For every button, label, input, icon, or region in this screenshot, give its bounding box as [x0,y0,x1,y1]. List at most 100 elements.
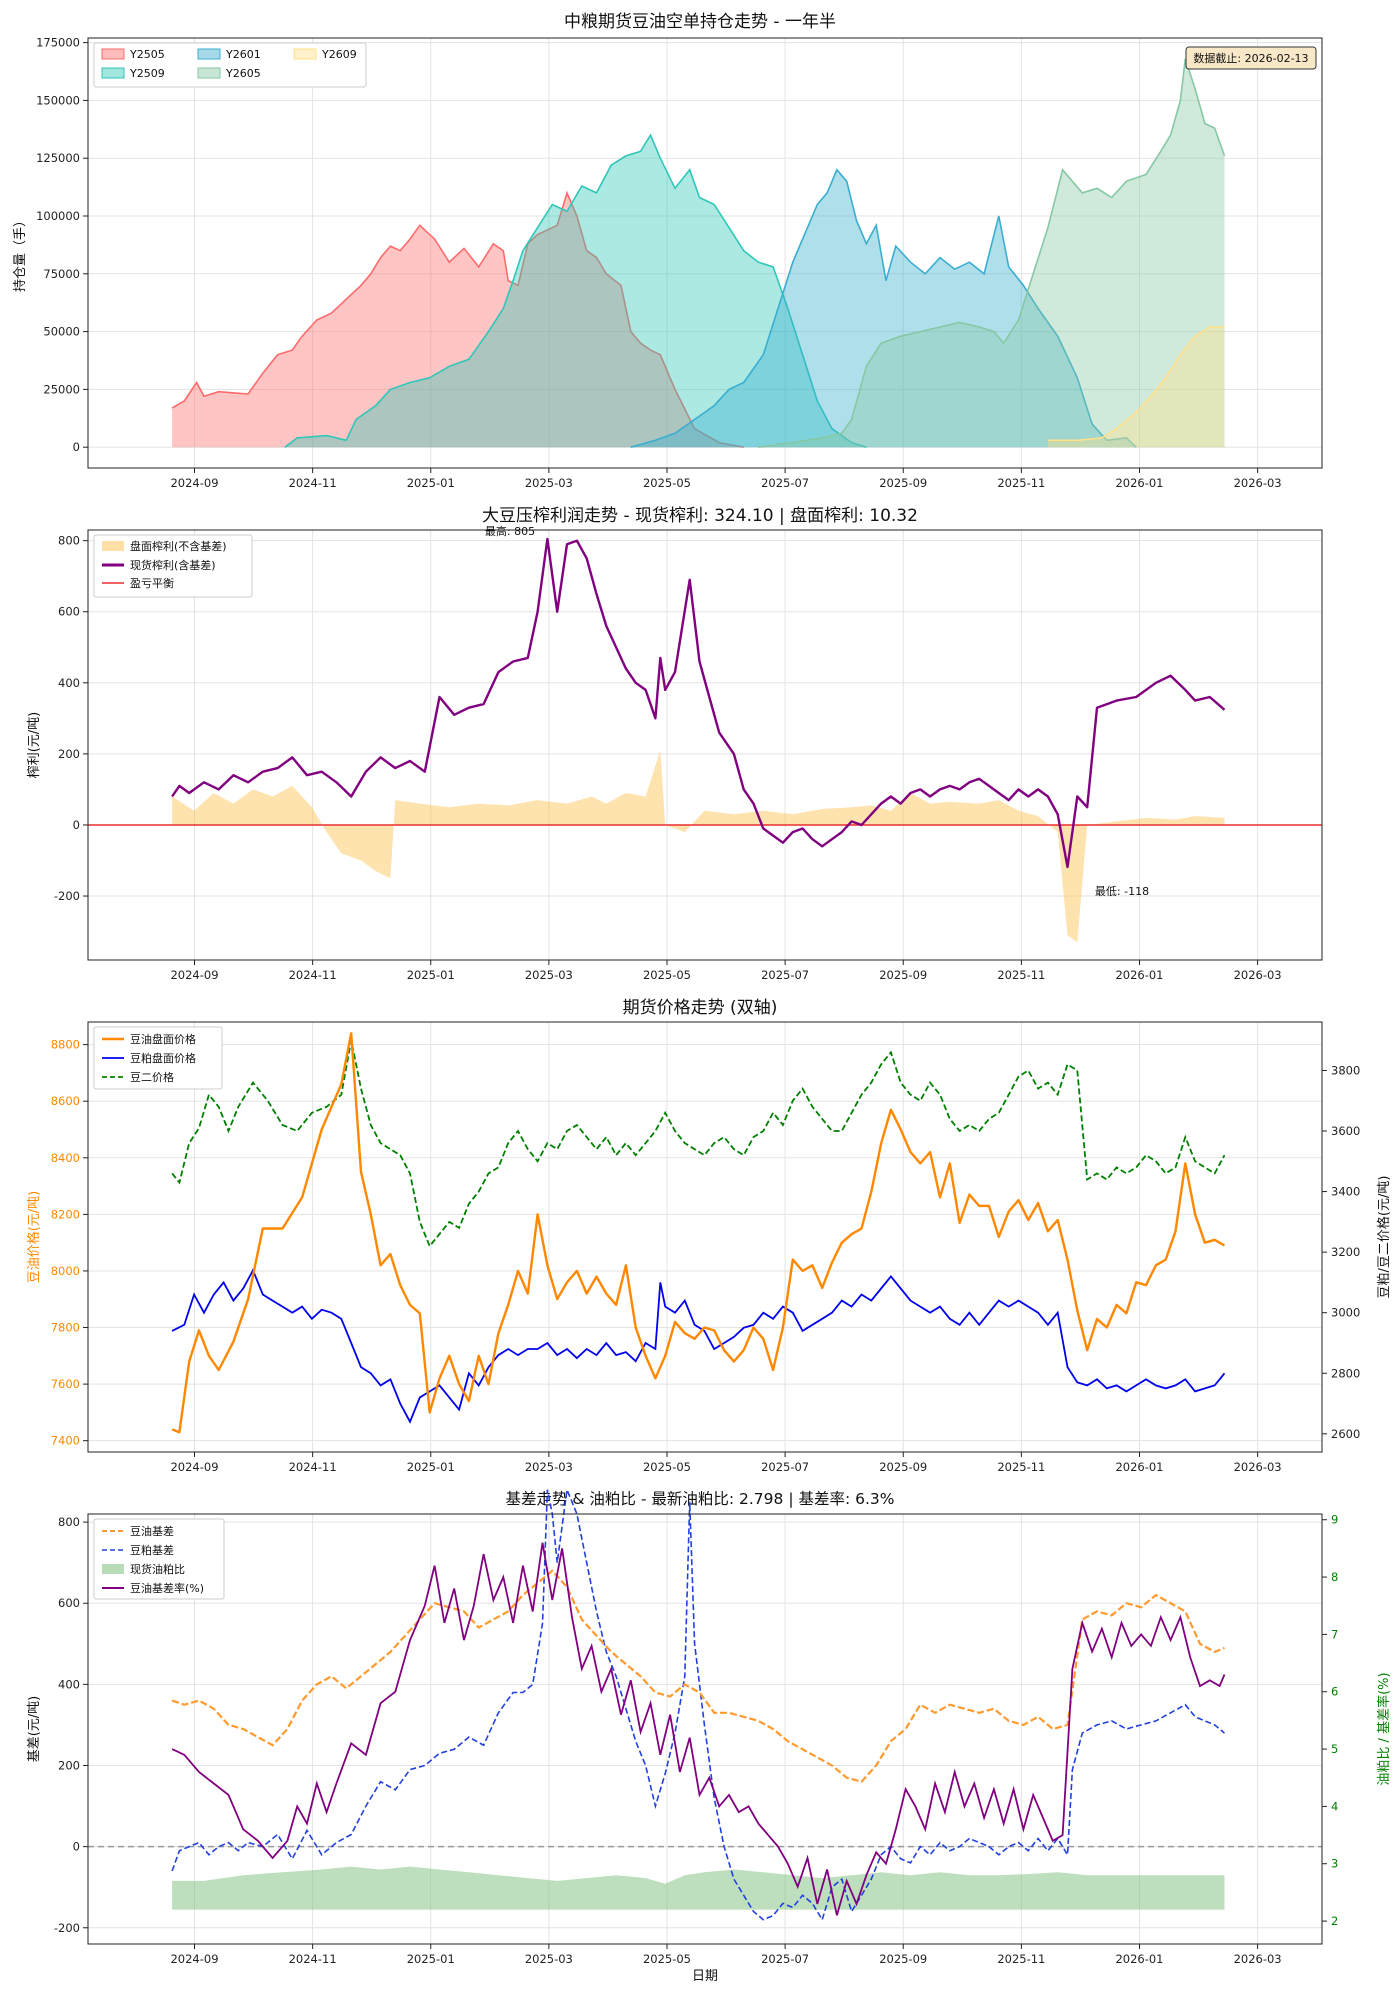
position-chart-title: 中粮期货豆油空单持仓走势 - 一年半 [564,12,836,32]
spot-profit-line [171,537,1226,869]
y-right-tick-label: 9 [1331,1513,1338,1527]
x-tick-label: 2025-07 [761,968,809,982]
line-y2605 [758,58,1226,448]
y-tick-label: 7600 [51,1377,80,1391]
x-tick-label: 2026-03 [1234,968,1282,982]
line-y2505 [171,190,744,448]
y-tick-label: 8400 [51,1151,80,1165]
futures-price-title: 期货价格走势 (双轴) [623,998,778,1018]
crush-profit-legend: 盘面榨利(不含基差) 现货榨利(含基差) 盈亏平衡 [93,534,253,598]
y-right-tick-label: 8 [1331,1570,1338,1584]
y-right-tick-label: 3 [1331,1857,1338,1871]
x-tick-label: 2025-09 [879,476,927,490]
x-tick-label: 2025-11 [997,1952,1045,1966]
x-tick-label: 2025-11 [997,476,1045,490]
y-tick-label: 50000 [43,325,80,339]
x-tick-label: 2024-11 [289,968,337,982]
x-tick-label: 2024-09 [170,1460,218,1474]
x-tick-label: 2025-01 [407,968,455,982]
meal-price-line [171,1268,1226,1424]
y-right-tick-label: 3200 [1331,1245,1360,1259]
y-tick-label: 0 [73,818,80,832]
position-chart-ylabel: 持仓量（手） [13,214,28,292]
legend-swatch-y2601 [197,48,221,60]
legend-label-oil-price: 豆油盘面价格 [130,1032,196,1046]
x-tick-label: 2025-05 [643,1952,691,1966]
basis-rate-line [171,1542,1226,1916]
x-tick-label: 2025-07 [761,1460,809,1474]
y-right-tick-label: 3600 [1331,1124,1360,1138]
meal-basis-line [171,1486,1226,1922]
y-right-tick-label: 2600 [1331,1427,1360,1441]
y-tick-label: 400 [58,1677,80,1691]
legend-label-y2509: Y2509 [129,67,165,80]
x-tick-label: 2025-01 [407,1952,455,1966]
legend-swatch-oil-meal-ratio [102,1564,124,1574]
y-right-tick-label: 5 [1331,1742,1338,1756]
futures-price-frame [87,1021,1323,1453]
legend-label-oil-basis: 豆油基差 [130,1524,174,1538]
crush-profit-ylabel: 榨利(元/吨) [26,712,42,779]
legend-label-y2609: Y2609 [321,48,357,61]
legend-label-spot-profit: 现货榨利(含基差) [130,558,216,572]
y-tick-label: 600 [58,605,80,619]
y-tick-label: 0 [73,440,80,454]
x-tick-label: 2024-09 [170,968,218,982]
y-tick-label: -200 [54,1921,80,1935]
futures-price-panel: 期货价格走势 (双轴) 2024-09 2024-11 2025-01 2025-03… [26,998,1392,1474]
legend-swatch-y2509 [101,67,125,79]
area-y2609 [1047,327,1225,448]
area-y2605 [758,58,1225,448]
x-tick-label: 2024-09 [170,476,218,490]
y-right-tick-label: 7 [1331,1627,1338,1641]
legend-label-meal-basis: 豆粕基差 [130,1543,174,1557]
x-tick-label: 2026-03 [1234,1952,1282,1966]
area-y2509 [284,135,867,448]
y-tick-label: 8600 [51,1094,80,1108]
basis-panel: 基差走势 & 油粕比 - 最新油粕比: 2.798 | 基差率: 6.3% 20… [27,1486,1392,1984]
y-tick-label: 75000 [43,267,80,281]
y-tick-label: -200 [54,889,80,903]
y-tick-label: 125000 [36,151,80,165]
x-tick-label: 2026-01 [1115,1952,1163,1966]
y-tick-label: 800 [58,1515,80,1529]
legend-label-oil-meal-ratio: 现货油粕比 [130,1562,185,1576]
y-right-tick-label: 2 [1331,1914,1338,1928]
min-profit-annotation: 最低: -118 [1095,885,1149,898]
x-tick-label: 2025-09 [879,968,927,982]
position-chart-legend: Y2505 Y2601 Y2609 Y2509 Y2605 [93,42,367,88]
y-right-tick-label: 3800 [1331,1063,1360,1077]
y-right-tick-label: 3000 [1331,1306,1360,1320]
x-tick-label: 2025-05 [643,476,691,490]
x-tick-label: 2025-01 [407,1460,455,1474]
line-y2601 [630,168,1137,448]
y-tick-label: 800 [58,534,80,548]
y-right-tick-label: 2800 [1331,1366,1360,1380]
x-tick-label: 2025-03 [525,968,573,982]
legend-label-y2605: Y2605 [225,67,261,80]
y-tick-label: 400 [58,676,80,690]
x-tick-label: 2025-05 [643,968,691,982]
y-tick-label: 8800 [51,1038,80,1052]
x-tick-label: 2025-03 [525,476,573,490]
line-y2609 [1047,326,1225,442]
data-cutoff-text: 数据截止: 2026-02-13 [1193,51,1308,65]
x-tick-label: 2025-05 [643,1460,691,1474]
futures-price-ylabel-right: 豆粕/豆二价格(元/吨) [1376,1176,1392,1299]
x-tick-label: 2024-09 [170,1952,218,1966]
legend-swatch-futures-profit [102,541,124,551]
x-tick-label: 2025-11 [997,968,1045,982]
y-tick-label: 7400 [51,1434,80,1448]
crush-profit-frame [87,529,1323,961]
futures-price-legend: 豆油盘面价格 豆粕盘面价格 豆二价格 [93,1026,223,1090]
basis-xlabel: 日期 [692,1969,718,1984]
legend-swatch-y2605 [197,67,221,79]
x-tick-label: 2026-01 [1115,1460,1163,1474]
x-tick-label: 2024-11 [289,1952,337,1966]
legend-label-futures-profit: 盘面榨利(不含基差) [130,539,227,553]
y-tick-label: 25000 [43,382,80,396]
basis-ylabel-left: 基差(元/吨) [27,1696,42,1763]
legend-label-basis-rate: 豆油基差率(%) [130,1581,204,1595]
legend-label-bean2-price: 豆二价格 [130,1070,174,1084]
